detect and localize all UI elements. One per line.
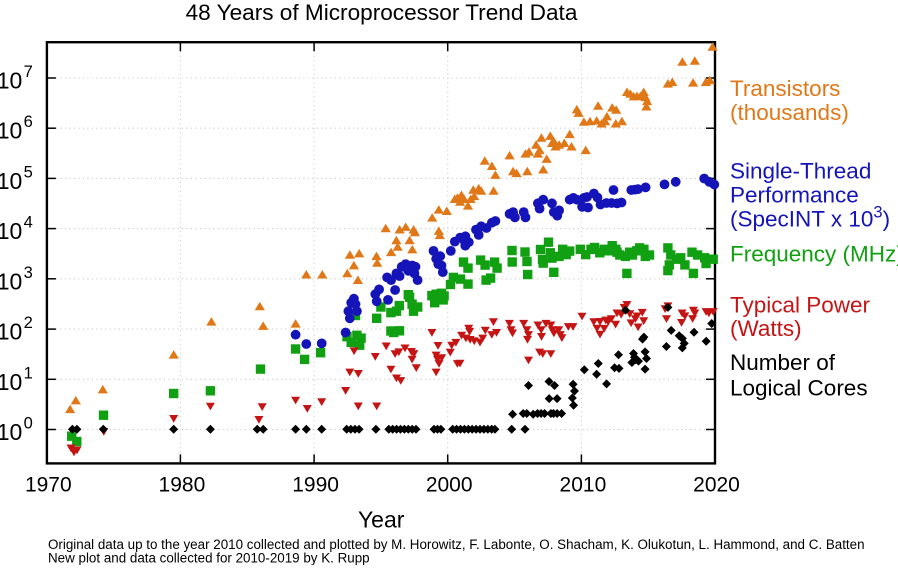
svg-text:(SpecINT x 103): (SpecINT x 103) <box>730 204 890 232</box>
svg-text:10: 10 <box>0 319 22 345</box>
svg-text:2010: 2010 <box>560 474 607 497</box>
svg-text:1980: 1980 <box>159 474 206 497</box>
svg-text:48 Years of Microprocessor Tre: 48 Years of Microprocessor Trend Data <box>186 0 578 25</box>
svg-text:10: 10 <box>0 369 22 395</box>
svg-text:Single-Thread: Single-Thread <box>730 158 871 183</box>
svg-text:3: 3 <box>24 264 33 282</box>
svg-text:6: 6 <box>24 113 33 131</box>
svg-text:Logical Cores: Logical Cores <box>730 376 868 401</box>
svg-text:1970: 1970 <box>25 474 72 497</box>
svg-text:10: 10 <box>0 168 22 194</box>
svg-text:(Watts): (Watts) <box>730 316 802 341</box>
svg-text:4: 4 <box>24 214 33 232</box>
svg-text:Year: Year <box>358 507 405 533</box>
svg-text:5: 5 <box>24 163 33 181</box>
svg-text:New plot and data collected fo: New plot and data collected for 2010-201… <box>48 551 370 566</box>
svg-text:2000: 2000 <box>426 474 473 497</box>
svg-text:2: 2 <box>24 314 33 332</box>
svg-text:0: 0 <box>24 415 33 433</box>
svg-text:10: 10 <box>0 68 22 94</box>
svg-text:2020: 2020 <box>693 474 740 497</box>
svg-text:Performance: Performance <box>730 182 859 207</box>
svg-text:Frequency (MHz): Frequency (MHz) <box>730 242 898 267</box>
svg-text:10: 10 <box>0 218 22 244</box>
svg-text:10: 10 <box>0 268 22 294</box>
svg-text:1: 1 <box>24 364 33 382</box>
svg-text:10: 10 <box>0 118 22 144</box>
svg-text:Original data up to the year 2: Original data up to the year 2010 collec… <box>48 537 865 552</box>
svg-text:Transistors: Transistors <box>730 76 840 101</box>
svg-text:1990: 1990 <box>292 474 339 497</box>
svg-text:(thousands): (thousands) <box>730 100 849 125</box>
svg-text:Number of: Number of <box>730 350 836 375</box>
svg-text:Typical Power: Typical Power <box>730 292 871 317</box>
svg-text:10: 10 <box>0 419 22 445</box>
svg-text:7: 7 <box>24 63 33 81</box>
